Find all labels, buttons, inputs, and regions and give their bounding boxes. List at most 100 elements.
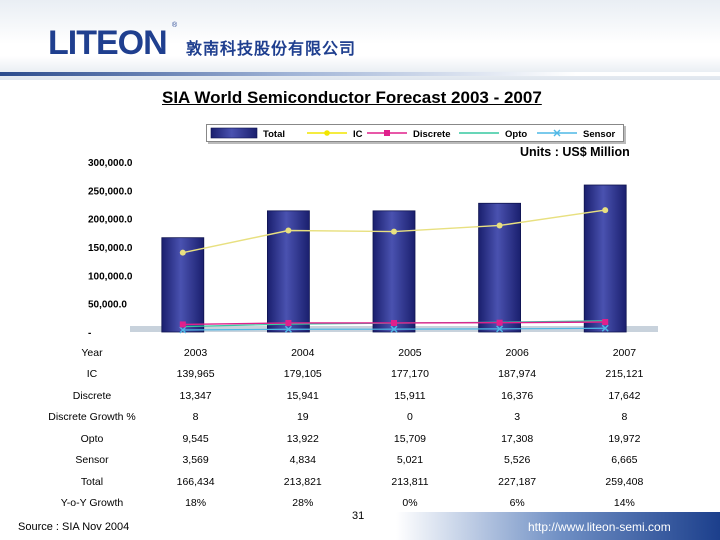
y-tick-label: 50,000.0	[88, 300, 127, 311]
table-cell: 2006	[505, 346, 529, 359]
table-cell: 6%	[509, 497, 525, 510]
table-cell: 3,569	[182, 454, 209, 467]
table-row: Discrete 13,347 15,941 15,911 16,376 17,642	[42, 385, 678, 407]
header-band	[0, 0, 720, 80]
table-cell: 19	[296, 411, 309, 424]
chart-legend: Total IC Discrete Opto Sensor	[206, 124, 624, 142]
y-tick-label: 200,000.0	[88, 215, 133, 226]
table-cell: 0	[407, 411, 413, 424]
company-name: 敦南科技股份有限公司	[186, 39, 357, 58]
table-cell: 17,642	[608, 389, 641, 402]
data-table: Year 2003 2004 2005 2006 2007 IC 139,965 179,105…	[42, 342, 678, 514]
table-cell: 3	[514, 411, 521, 424]
point-sensor-2005	[390, 325, 398, 333]
legend-label: IC	[353, 129, 363, 140]
y-tick-label: 250,000.0	[88, 186, 133, 197]
point-ic-2005	[391, 228, 397, 235]
table-cell: 15,911	[394, 389, 426, 402]
legend-item-sensor: Sensor	[537, 129, 616, 140]
table-cell: 259,408	[605, 475, 644, 488]
slide-title: SIA World Semiconductor Forecast 2003 - …	[162, 88, 542, 107]
row-label: Total	[80, 475, 104, 488]
table-row: Opto 9,545 13,922 15,709 17,308 19,972	[42, 428, 678, 450]
table-cell: 19,972	[608, 432, 641, 445]
table-cell: 179,105	[283, 368, 322, 381]
legend-label: Sensor	[583, 129, 616, 140]
table-cell: 13,922	[286, 432, 319, 445]
point-ic-2006	[496, 222, 503, 229]
table-cell: 166,434	[176, 475, 215, 488]
table-row: Total 166,434 213,821 213,811 227,187 259,408	[42, 471, 678, 493]
table-cell: 14%	[613, 497, 635, 510]
table-cell: 17,308	[501, 432, 534, 445]
point-ic-2007	[602, 207, 609, 214]
header-accent-line	[0, 72, 720, 76]
row-label: Sensor	[75, 454, 109, 467]
table-cell: 2004	[291, 346, 315, 359]
table-cell: 139,965	[176, 368, 215, 381]
table-cell: 2003	[183, 346, 208, 359]
point-ic-2003	[179, 249, 186, 256]
legend-item-total: Total	[210, 127, 285, 140]
row-label: Y-o-Y Growth	[60, 497, 124, 510]
page-number: 31	[352, 510, 365, 522]
y-tick-label: 150,000.0	[88, 243, 133, 254]
table-cell: 16,376	[501, 389, 534, 402]
legend-label: Opto	[505, 129, 527, 140]
table-cell: 28%	[292, 497, 314, 510]
row-label: Year	[81, 346, 103, 359]
table-cell: 9,545	[182, 432, 209, 445]
table-cell: 2007	[612, 346, 637, 359]
footer-bar	[0, 512, 720, 540]
table-cell: 215,121	[605, 368, 644, 381]
legend-graphic: Total IC Discrete Opto Sensor	[210, 127, 616, 140]
table-cell: 187,974	[498, 368, 537, 381]
table-cell: 213,811	[391, 475, 429, 488]
table-cell: 177,170	[390, 368, 429, 381]
point-discrete-2004	[285, 319, 292, 326]
source-note: Source : SIA Nov 2004	[18, 521, 130, 533]
forecast-chart: 300,000.0 250,000.0 200,000.0 150,000.0 100,…	[88, 158, 658, 339]
table-cell: 4,834	[289, 454, 316, 467]
legend-label: Total	[263, 129, 285, 140]
table-cell: 5,021	[396, 454, 424, 467]
table-cell: 227,187	[498, 475, 537, 488]
table-cell: 6,665	[611, 454, 638, 467]
table-cell: 2005	[398, 346, 422, 359]
point-sensor-2006	[496, 325, 504, 333]
table-cell: 18%	[185, 497, 207, 510]
point-discrete-2007	[602, 319, 609, 326]
table-cell: 13,347	[179, 389, 212, 402]
point-discrete-2006	[496, 319, 503, 326]
point-sensor-2004	[284, 325, 292, 333]
point-discrete-2003	[179, 321, 186, 328]
row-label: Discrete	[72, 389, 112, 402]
y-tick-label: -	[88, 328, 91, 339]
table-row: Sensor 3,569 4,834 5,021 5,526 6,665	[42, 450, 678, 472]
table-cell: 213,821	[283, 475, 322, 488]
units-label: Units : US$ Million	[520, 145, 630, 159]
website-url: http://www.liteon-semi.com	[528, 520, 671, 534]
table-row: Y-o-Y Growth 18% 28% 0% 6% 14%	[42, 493, 678, 515]
row-label: Opto	[80, 432, 104, 445]
point-ic-2004	[285, 227, 292, 234]
table-cell: 5,526	[504, 454, 531, 467]
legend-item-opto: Opto	[459, 129, 527, 140]
y-tick-label: 300,000.0	[88, 158, 133, 169]
table-row: Discrete Growth % 8 19 0 3 8	[42, 407, 678, 429]
liteon-logo: LITEON	[48, 24, 168, 62]
table-cell: 8	[621, 411, 628, 424]
legend-item-discrete: Discrete	[367, 129, 451, 140]
y-tick-label: 100,000.0	[88, 271, 133, 282]
row-label: Discrete Growth %	[48, 411, 136, 424]
table-cell: 0%	[402, 497, 418, 510]
registered-mark: ®	[172, 22, 178, 29]
table-cell: 8	[192, 411, 199, 424]
point-sensor-2007	[601, 324, 609, 332]
point-discrete-2005	[391, 319, 397, 326]
point-sensor-2003	[179, 326, 187, 334]
table-cell: 15,941	[286, 389, 319, 402]
legend-item-ic: IC	[307, 129, 363, 140]
table-row: IC 139,965 179,105 177,170 187,974 215,121	[42, 364, 678, 386]
legend-label: Discrete	[413, 129, 451, 140]
